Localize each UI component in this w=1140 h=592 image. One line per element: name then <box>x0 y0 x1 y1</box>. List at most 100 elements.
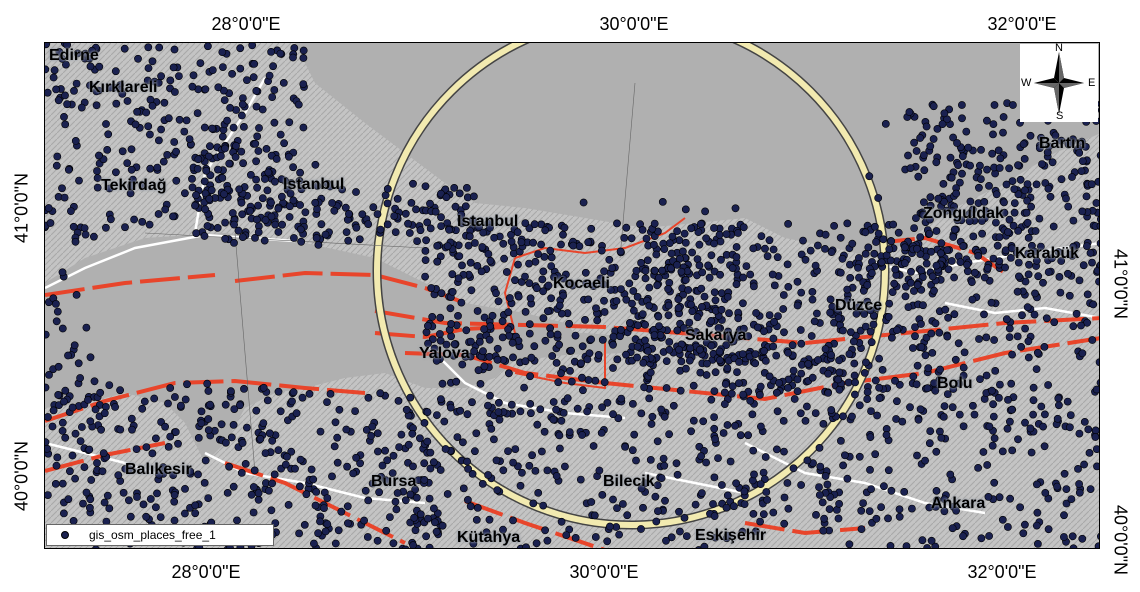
place-point <box>750 282 758 291</box>
place-point <box>45 444 51 453</box>
place-point <box>622 350 630 359</box>
place-point <box>55 47 64 56</box>
place-point <box>989 130 997 139</box>
place-point <box>74 359 83 368</box>
place-label-yalova: Yalova <box>419 345 470 362</box>
place-point <box>463 410 472 419</box>
place-point <box>254 495 263 504</box>
place-point <box>103 491 112 500</box>
place-point <box>600 308 609 316</box>
place-point <box>261 449 270 457</box>
place-point <box>990 478 999 487</box>
place-point <box>984 492 993 501</box>
place-point <box>76 437 85 445</box>
place-point <box>343 519 352 528</box>
place-point <box>756 390 764 399</box>
place-point <box>1086 249 1095 257</box>
place-point <box>494 297 503 306</box>
place-point <box>87 476 96 484</box>
place-point <box>1082 192 1091 201</box>
place-point <box>392 505 401 514</box>
place-point <box>983 461 992 469</box>
place-point <box>657 405 666 414</box>
place-point <box>884 466 893 475</box>
place-point <box>462 326 471 335</box>
place-point <box>508 338 517 347</box>
place-point <box>426 224 435 233</box>
place-point <box>814 356 822 364</box>
place-point <box>926 215 934 224</box>
place-point <box>421 256 430 264</box>
place-point <box>793 301 802 310</box>
place-point <box>995 164 1004 172</box>
place-point <box>164 114 173 123</box>
place-point <box>112 99 121 108</box>
place-point <box>521 357 530 366</box>
place-point <box>964 143 973 152</box>
place-point <box>369 203 378 212</box>
place-point <box>958 114 966 123</box>
place-point <box>633 292 642 301</box>
place-point <box>826 295 835 304</box>
place-point <box>657 474 666 482</box>
place-point <box>810 317 819 326</box>
map-canvas[interactable] <box>45 43 1100 549</box>
place-point <box>560 223 569 232</box>
place-point <box>1010 185 1019 193</box>
place-point <box>1044 525 1053 534</box>
place-point <box>765 311 774 319</box>
place-point <box>925 503 934 512</box>
place-point <box>779 305 788 313</box>
place-point <box>780 328 788 337</box>
place-point <box>976 161 984 170</box>
place-point <box>738 527 747 536</box>
place-point <box>1086 485 1095 493</box>
place-point <box>520 383 528 392</box>
place-point <box>1014 258 1023 267</box>
place-point <box>1008 405 1016 414</box>
place-point <box>770 281 779 290</box>
place-point <box>1008 350 1016 359</box>
place-point <box>595 466 604 475</box>
place-point <box>1092 445 1099 453</box>
place-point <box>549 398 558 406</box>
place-label-kutahya: Kütahya <box>457 529 521 546</box>
place-point <box>724 327 732 336</box>
place-point <box>1039 422 1047 431</box>
place-point <box>229 420 238 429</box>
place-point <box>433 257 442 266</box>
place-point <box>153 489 161 498</box>
place-point <box>116 425 125 434</box>
place-point <box>639 503 647 512</box>
place-point <box>866 327 875 336</box>
place-point <box>629 399 637 408</box>
place-point <box>989 412 998 421</box>
place-point <box>455 252 464 260</box>
place-point <box>872 514 881 523</box>
place-point <box>221 218 229 227</box>
place-point <box>96 388 105 397</box>
place-point <box>1077 321 1085 330</box>
place-point <box>870 249 879 258</box>
place-point <box>935 328 944 337</box>
place-point <box>780 447 788 456</box>
place-point <box>529 238 537 247</box>
place-point <box>665 345 674 354</box>
place-point <box>1075 488 1084 497</box>
place-point <box>525 329 534 338</box>
place-point <box>1080 417 1089 426</box>
place-point <box>732 253 741 261</box>
place-point <box>680 229 689 238</box>
place-point <box>464 464 472 473</box>
place-point <box>953 216 962 225</box>
place-point <box>360 516 368 525</box>
place-point <box>121 223 129 232</box>
place-point <box>1056 288 1065 297</box>
place-point <box>839 461 847 470</box>
place-label-karabuk: Karabük <box>1015 245 1080 262</box>
place-point <box>891 376 899 385</box>
place-point <box>565 428 574 436</box>
place-point <box>1053 482 1061 491</box>
place-point <box>170 138 179 146</box>
place-point <box>382 526 391 535</box>
